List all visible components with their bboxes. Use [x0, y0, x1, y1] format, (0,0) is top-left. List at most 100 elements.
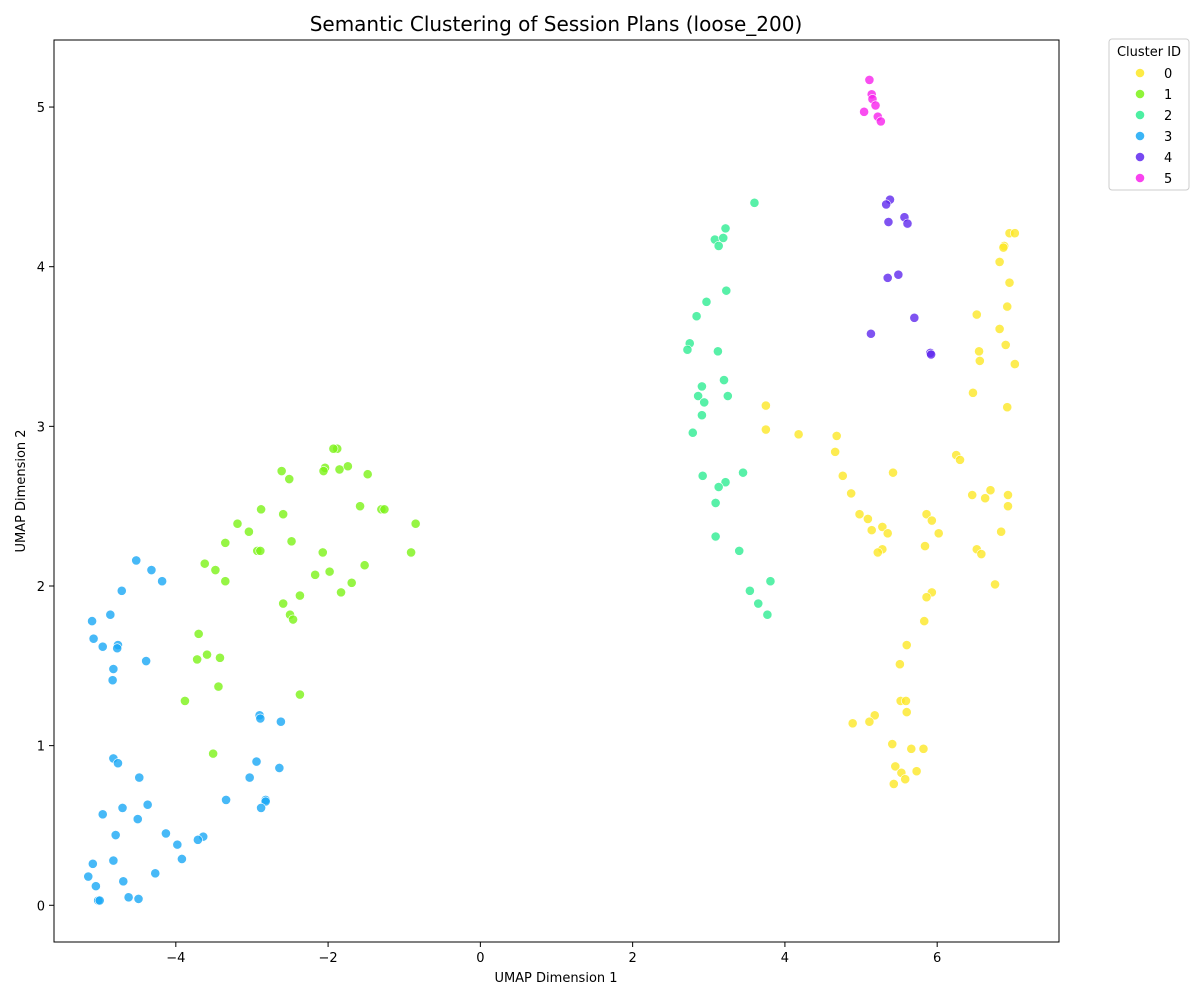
scatter-point-cluster-2 [720, 223, 731, 234]
scatter-point-cluster-0 [894, 659, 905, 670]
scatter-point-cluster-0 [918, 743, 929, 754]
scatter-point-cluster-3 [255, 713, 266, 724]
legend-marker-cluster-0 [1135, 68, 1145, 78]
scatter-point-cluster-3 [83, 871, 94, 882]
scatter-point-cluster-0 [901, 707, 912, 718]
legend-marker-cluster-5 [1135, 173, 1145, 183]
scatter-point-cluster-1 [286, 536, 297, 547]
scatter-point-cluster-2 [738, 467, 748, 478]
scatter-point-cluster-0 [760, 400, 771, 411]
scatter-point-cluster-4 [893, 269, 904, 280]
scatter-point-cluster-3 [244, 772, 255, 783]
scatter-point-cluster-4 [881, 199, 892, 210]
x-tick-label: 4 [781, 951, 789, 966]
scatter-point-cluster-3 [87, 858, 98, 869]
scatter-point-cluster-3 [112, 643, 123, 654]
scatter-point-cluster-1 [220, 576, 231, 587]
scatter-point-cluster-3 [88, 633, 99, 644]
scatter-point-cluster-2 [744, 585, 755, 596]
scatter-point-cluster-0 [846, 488, 857, 499]
legend-marker-cluster-4 [1135, 152, 1145, 162]
scatter-point-cluster-2 [691, 311, 702, 322]
scatter-point-cluster-0 [888, 467, 898, 478]
scatter-point-cluster-3 [275, 716, 286, 727]
scatter-point-cluster-0 [793, 429, 804, 440]
x-axis-label: UMAP Dimension 1 [494, 971, 617, 986]
scatter-point-cluster-3 [132, 814, 143, 824]
scatter-point-cluster-0 [994, 324, 1005, 334]
scatter-point-cluster-0 [901, 696, 911, 706]
scatter-point-cluster-0 [911, 766, 922, 777]
scatter-point-cluster-0 [1002, 301, 1013, 312]
scatter-point-cluster-0 [906, 743, 917, 754]
scatter-point-cluster-0 [872, 547, 883, 558]
scatter-point-cluster-0 [974, 346, 984, 357]
scatter-point-cluster-0 [877, 522, 888, 532]
x-tick-label: −4 [166, 951, 185, 966]
scatter-point-cluster-3 [192, 834, 203, 845]
scatter-point-cluster-3 [97, 809, 108, 820]
scatter-point-cluster-2 [762, 609, 773, 620]
scatter-point-cluster-0 [830, 446, 841, 457]
scatter-point-cluster-1 [362, 469, 373, 480]
scatter-point-cluster-1 [334, 464, 345, 475]
scatter-point-cluster-0 [901, 640, 912, 650]
scatter-point-cluster-1 [220, 537, 231, 548]
scatter-point-cluster-0 [1003, 501, 1013, 512]
scatter-point-cluster-3 [221, 795, 231, 805]
scatter-point-cluster-2 [710, 531, 721, 542]
y-axis-label: UMAP Dimension 2 [14, 429, 29, 552]
scatter-point-cluster-3 [161, 828, 171, 839]
scatter-point-cluster-1 [255, 545, 266, 556]
legend-frame [1108, 38, 1190, 191]
scatter-point-cluster-3 [141, 656, 152, 666]
x-tick-label: 2 [628, 951, 636, 966]
scatter-point-cluster-3 [108, 855, 119, 866]
scatter-point-cluster-3 [108, 664, 119, 674]
scatter-point-cluster-3 [117, 802, 128, 813]
y-tick-label: 5 [37, 101, 45, 116]
scatter-point-cluster-3 [110, 830, 121, 840]
scatter-point-cluster-2 [721, 285, 732, 296]
legend: Cluster ID 0 1 2 3 4 5 [1108, 38, 1190, 191]
scatter-point-cluster-0 [854, 509, 865, 520]
scatter-point-cluster-2 [722, 391, 733, 401]
scatter-point-cluster-1 [276, 466, 287, 476]
scatter-point-cluster-1 [406, 547, 416, 558]
scatter-point-cluster-0 [1002, 402, 1013, 413]
scatter-point-cluster-0 [1003, 490, 1013, 500]
scatter-point-cluster-3 [274, 763, 285, 773]
scatter-point-cluster-1 [379, 504, 390, 515]
scatter-point-cluster-3 [123, 892, 134, 903]
legend-marker-cluster-3 [1135, 131, 1145, 141]
legend-label-cluster-2: 2 [1164, 109, 1172, 124]
scatter-point-cluster-5 [875, 116, 886, 127]
scatter-point-cluster-2 [682, 344, 693, 355]
scatter-point-cluster-3 [105, 609, 116, 620]
scatter-point-cluster-0 [888, 779, 899, 789]
scatter-point-cluster-2 [697, 470, 708, 481]
scatter-point-cluster-3 [133, 893, 144, 904]
scatter-point-cluster-1 [210, 565, 221, 575]
scatter-point-cluster-0 [926, 515, 937, 526]
scatter-point-cluster-0 [919, 616, 930, 627]
scatter-point-cluster-2 [697, 410, 707, 421]
scatter-point-cluster-0 [866, 525, 877, 536]
scatter-point-cluster-3 [172, 839, 183, 850]
scatter-point-cluster-0 [990, 579, 1000, 590]
scatter-point-cluster-0 [1009, 359, 1020, 369]
scatter-point-cluster-5 [859, 106, 869, 117]
scatter-point-cluster-3 [94, 895, 105, 906]
scatter-point-cluster-3 [131, 555, 142, 566]
scatter-point-cluster-2 [699, 397, 710, 408]
scatter-point-cluster-0 [933, 528, 944, 539]
scatter-point-cluster-1 [310, 569, 321, 580]
scatter-point-cluster-1 [336, 587, 346, 598]
plot-area [53, 39, 1060, 943]
scatter-point-cluster-2 [734, 545, 745, 556]
scatter-point-cluster-1 [295, 689, 305, 700]
scatter-point-cluster-1 [346, 577, 357, 588]
scatter-point-cluster-1 [288, 614, 298, 625]
scatter-point-cluster-0 [998, 242, 1009, 253]
